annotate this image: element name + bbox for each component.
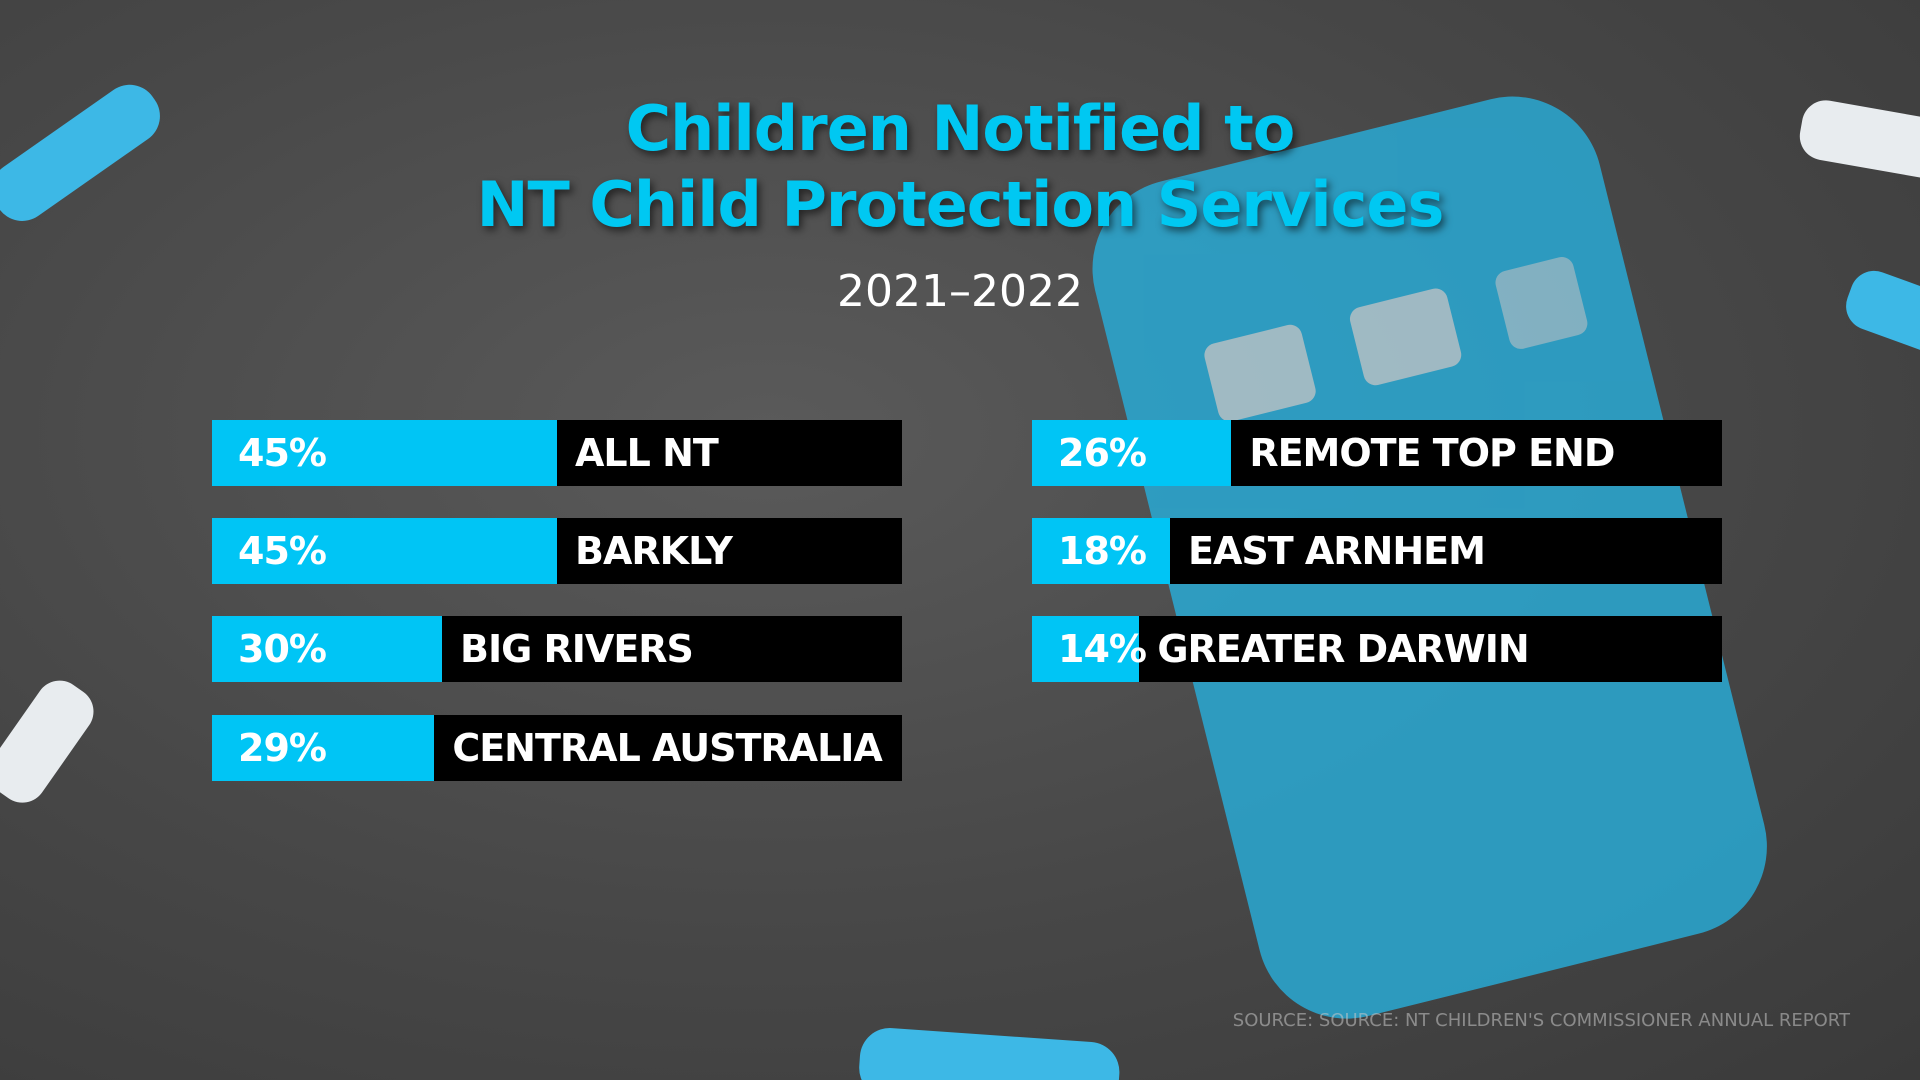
bar-row: 26% REMOTE TOP END	[1032, 420, 1722, 486]
bar-row: 45% ALL NT	[212, 420, 902, 486]
bar	[1032, 420, 1232, 486]
category-label: EAST ARNHEM	[1188, 529, 1486, 573]
bar	[212, 420, 557, 486]
value-label: 14%	[1058, 627, 1147, 671]
chart-title: NT Child Protection Services	[476, 168, 1445, 241]
value-label: 29%	[238, 726, 327, 770]
category-label: BARKLY	[575, 529, 733, 573]
chart-subtitle: 2021–2022	[837, 266, 1083, 317]
category-label: REMOTE TOP END	[1249, 431, 1615, 475]
bar	[212, 616, 442, 682]
bar-row: 18% EAST ARNHEM	[1032, 518, 1722, 584]
category-label: ALL NT	[575, 431, 719, 475]
value-label: 26%	[1058, 431, 1147, 475]
chart-title: Children Notified to	[625, 92, 1296, 165]
category-label: CENTRAL AUSTRALIA	[452, 726, 882, 770]
bar	[212, 518, 557, 584]
bar	[1032, 616, 1140, 682]
value-label: 45%	[238, 431, 327, 475]
value-label: 18%	[1058, 529, 1147, 573]
category-label: GREATER DARWIN	[1157, 627, 1529, 671]
value-label: 30%	[238, 627, 327, 671]
bar	[212, 715, 435, 781]
bar-row: 45% BARKLY	[212, 518, 902, 584]
bar-row: 30% BIG RIVERS	[212, 616, 902, 682]
source-note: SOURCE: SOURCE: NT CHILDREN'S COMMISSION…	[1232, 1010, 1850, 1031]
value-label: 45%	[238, 529, 327, 573]
bar-row: 29% CENTRAL AUSTRALIA	[212, 715, 902, 781]
category-label: BIG RIVERS	[460, 627, 694, 671]
bar	[1032, 518, 1170, 584]
bar-row: 14% GREATER DARWIN	[1032, 616, 1722, 682]
